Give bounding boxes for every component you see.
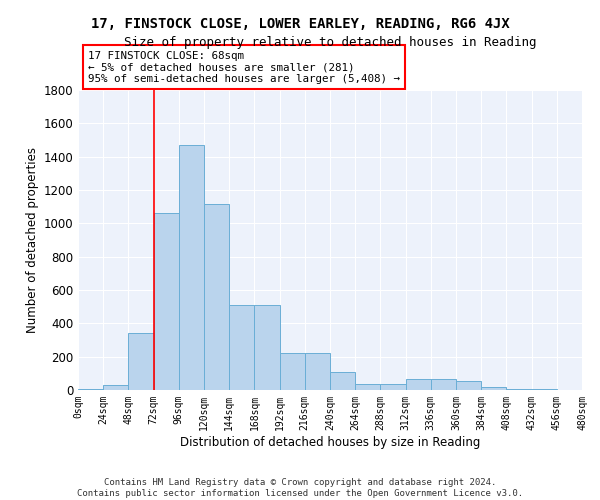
Y-axis label: Number of detached properties: Number of detached properties [26,147,39,333]
Bar [103,386,128,390]
Bar [280,354,305,390]
Bar [506,388,532,390]
Text: 17, FINSTOCK CLOSE, LOWER EARLEY, READING, RG6 4JX: 17, FINSTOCK CLOSE, LOWER EARLEY, READIN… [91,18,509,32]
X-axis label: Distribution of detached houses by size in Reading: Distribution of detached houses by size … [180,436,480,448]
Bar [254,305,280,390]
Bar [128,332,154,390]
Bar [330,372,355,390]
Bar [229,305,254,390]
Bar [179,145,204,390]
Bar [406,379,431,390]
Bar [78,388,103,390]
Bar [532,389,557,390]
Bar [355,384,380,390]
Bar [204,204,229,390]
Bar [305,354,330,390]
Text: 17 FINSTOCK CLOSE: 68sqm
← 5% of detached houses are smaller (281)
95% of semi-d: 17 FINSTOCK CLOSE: 68sqm ← 5% of detache… [88,51,400,84]
Title: Size of property relative to detached houses in Reading: Size of property relative to detached ho… [124,36,536,49]
Bar [456,381,481,390]
Text: Contains HM Land Registry data © Crown copyright and database right 2024.
Contai: Contains HM Land Registry data © Crown c… [77,478,523,498]
Bar [380,384,406,390]
Bar [154,214,179,390]
Bar [481,386,506,390]
Bar [431,379,456,390]
